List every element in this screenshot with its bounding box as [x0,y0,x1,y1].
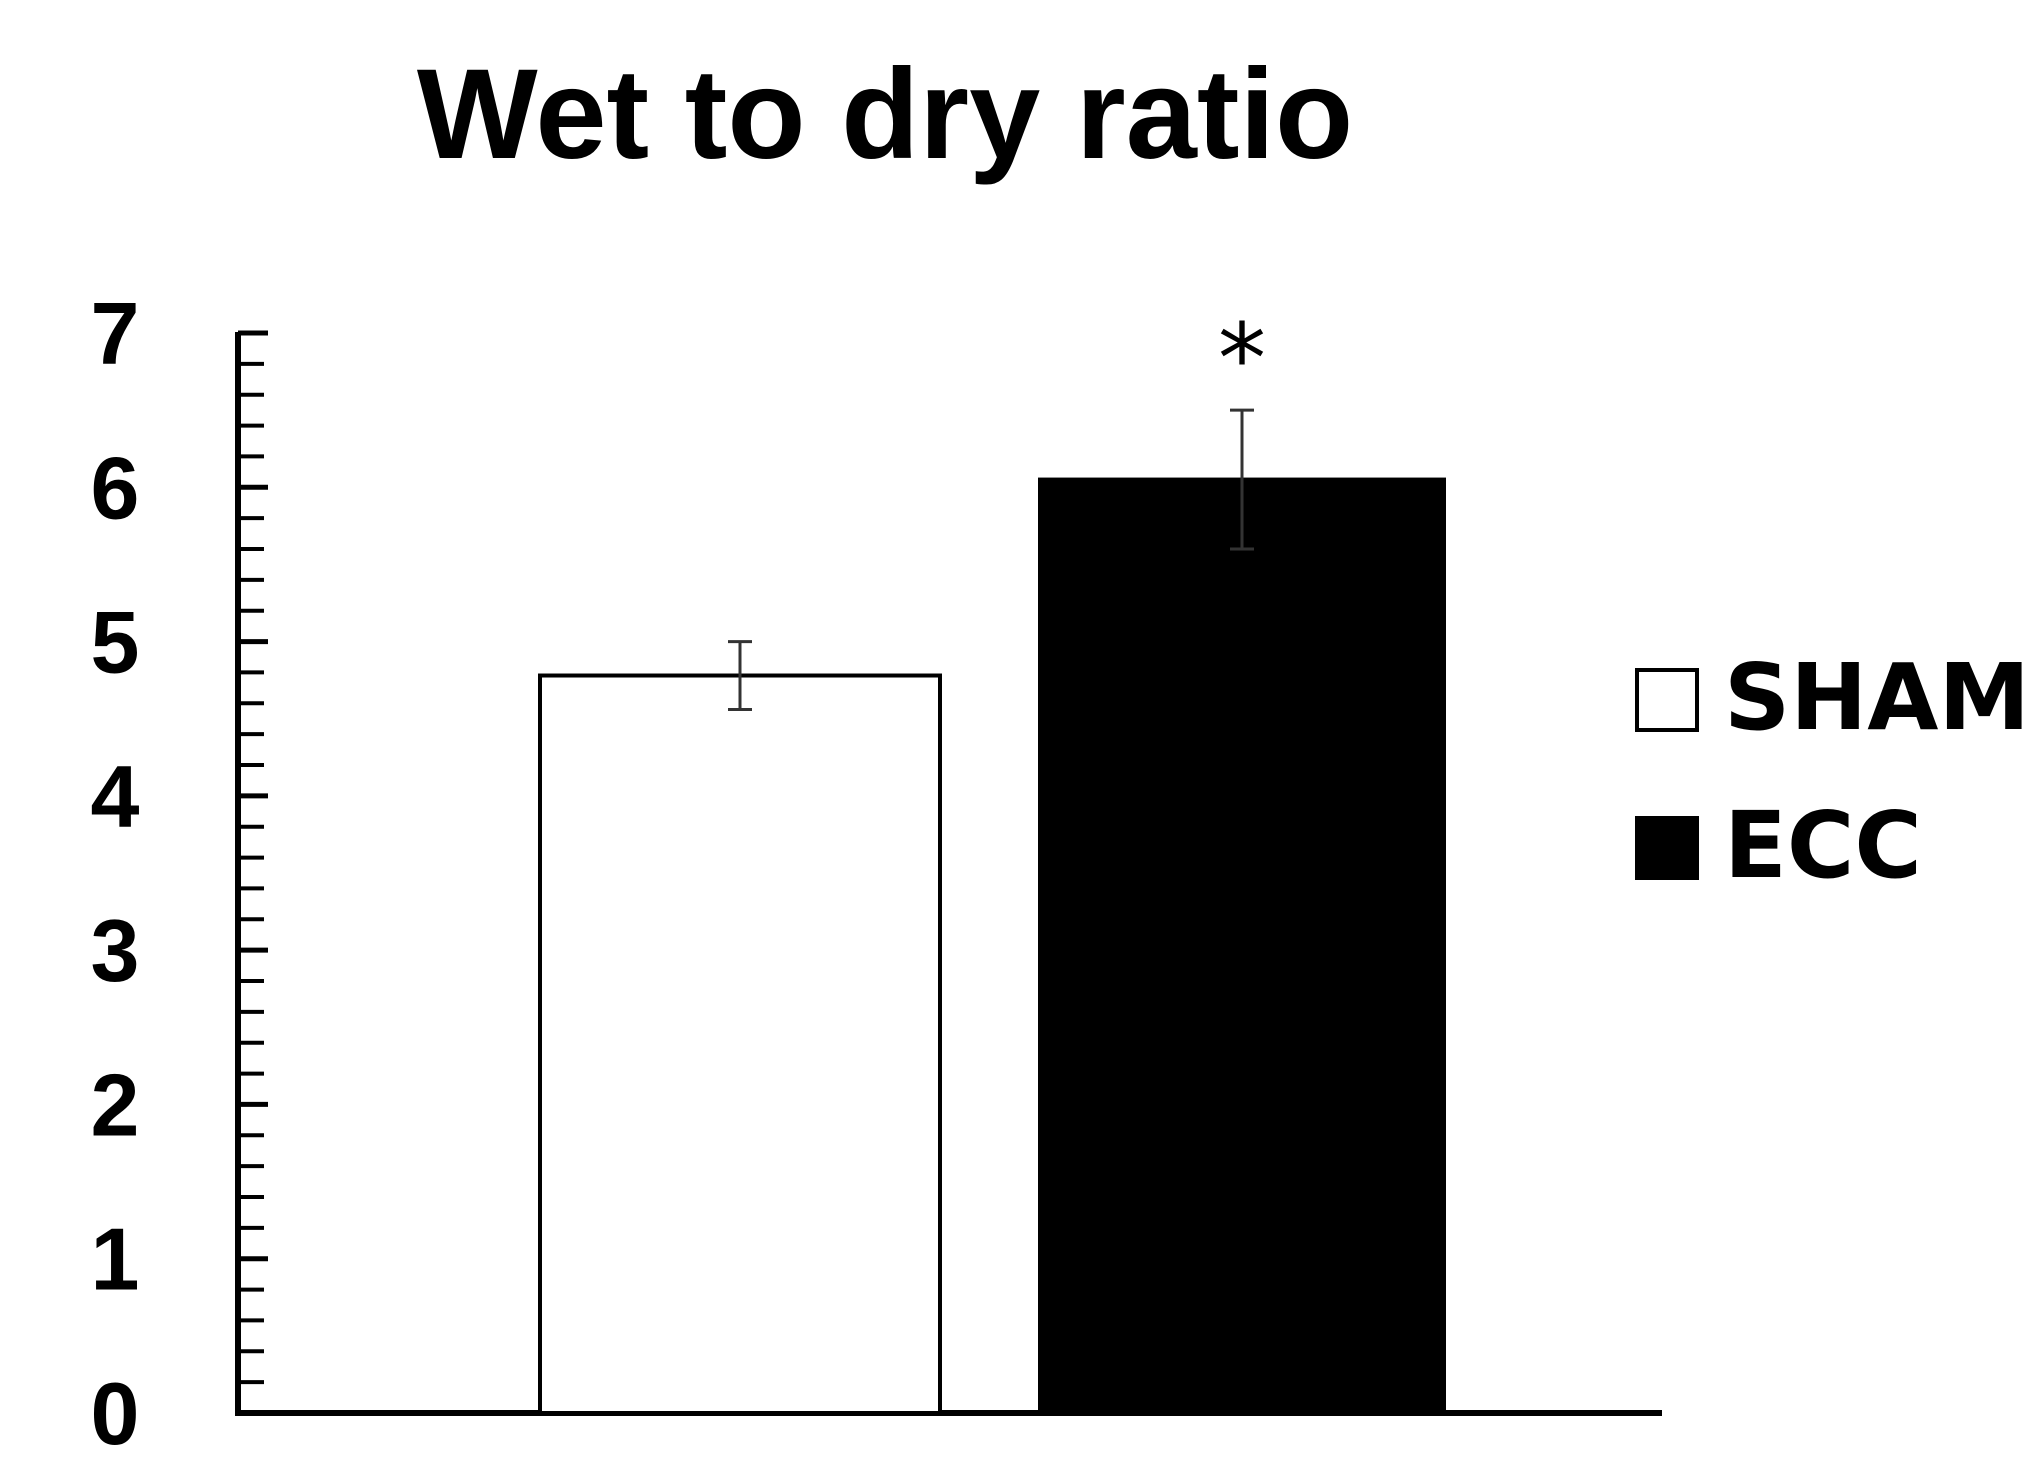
legend-swatch-ecc [1635,816,1699,880]
legend-swatch-sham [1635,668,1699,732]
bar-ecc [1038,477,1446,1416]
y-axis: 0 1 2 3 4 5 6 7 [91,284,1662,1463]
y-tick-label: 2 [91,1055,140,1154]
legend: SHAM ECC [1635,644,2026,899]
bars-group: * [538,303,1446,1416]
y-tick-label: 1 [91,1210,140,1309]
bar-sham [538,673,942,1415]
legend-label-ecc: ECC [1724,792,1922,899]
y-tick-label: 6 [91,438,140,537]
y-tick-label: 4 [91,747,140,846]
chart-title: Wet to dry ratio [417,43,1353,186]
y-tick-label: 0 [91,1364,140,1463]
y-tick-label: 7 [91,284,140,383]
y-tick-label: 5 [91,593,140,692]
y-tick-label: 3 [91,901,140,1000]
legend-label-sham: SHAM [1724,644,2026,751]
significance-asterisk: * [1218,303,1266,415]
